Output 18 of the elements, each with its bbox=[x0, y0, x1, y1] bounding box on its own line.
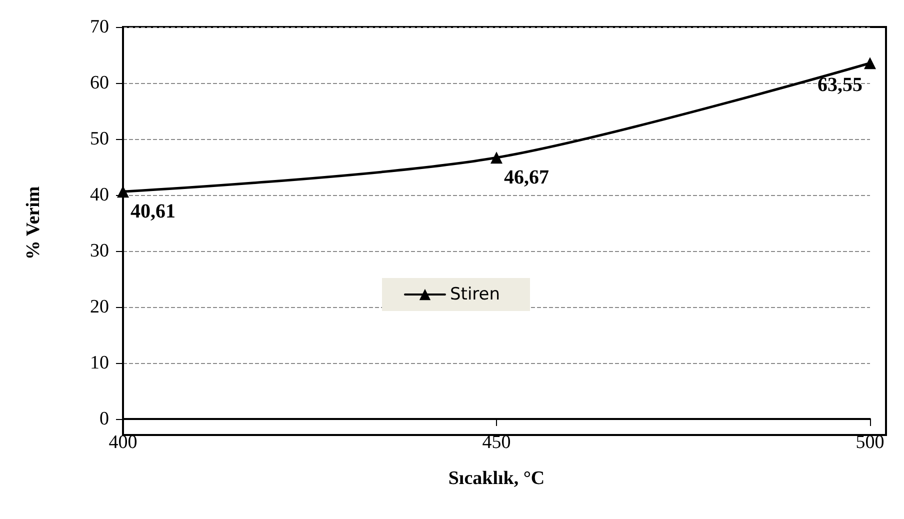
y-tick-label: 70 bbox=[90, 16, 109, 38]
x-axis-title: Sıcaklık, °C bbox=[448, 468, 545, 489]
y-axis-title: % Verim bbox=[23, 186, 44, 260]
y-tick-label: 0 bbox=[100, 408, 109, 430]
y-tick-label: 40 bbox=[90, 184, 109, 206]
point bbox=[864, 57, 876, 70]
y-tick-label: 60 bbox=[90, 72, 109, 94]
data-label: 40,61 bbox=[130, 200, 176, 223]
y-tick-label: 20 bbox=[90, 296, 109, 318]
legend-label: Stiren bbox=[450, 284, 500, 304]
data-label: 63,55 bbox=[818, 74, 862, 96]
y-tick-label: 10 bbox=[90, 352, 109, 374]
data-label: 46,67 bbox=[504, 166, 549, 189]
point bbox=[490, 152, 502, 164]
y-tick-label: 30 bbox=[90, 240, 109, 262]
x-tick-label: 400 bbox=[108, 432, 138, 453]
x-tick-label: 450 bbox=[482, 432, 511, 453]
y-tick-label: 50 bbox=[90, 128, 109, 150]
